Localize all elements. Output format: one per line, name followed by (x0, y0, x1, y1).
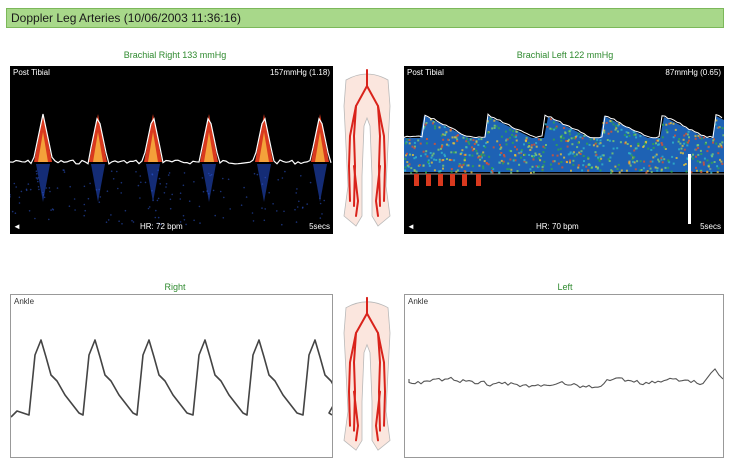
doppler-right-marker-icon[interactable]: ◄ (13, 222, 21, 231)
pvr-right-trace (11, 339, 332, 418)
artery-path (353, 165, 360, 217)
pvr-right-waveform (11, 339, 332, 418)
pvr-right-caption: Right (164, 282, 186, 292)
pvr-left-waveform (408, 368, 723, 389)
pvr-left-caption: Left (557, 282, 573, 292)
artery-path (353, 390, 360, 442)
legs-artery-diagram-icon (334, 294, 400, 458)
doppler-left-hr: HR: 70 bpm (536, 222, 579, 231)
doppler-right-peak-core (148, 132, 158, 162)
doppler-right-reverse-flow (257, 164, 271, 202)
window-titlebar: Doppler Leg Arteries (10/06/2003 11:36:1… (6, 8, 724, 28)
doppler-left-pressure: 87mmHg (0.65) (665, 68, 721, 77)
doppler-right-peak-core (93, 132, 103, 162)
doppler-right-hr: HR: 72 bpm (140, 222, 183, 231)
doppler-right-reverse-flow (91, 164, 105, 202)
artery-path (374, 390, 381, 442)
doppler-left-spike (688, 154, 691, 224)
doppler-right-peak-core (204, 132, 214, 162)
pvr-left-site: Ankle (408, 297, 429, 306)
doppler-right-reverse-flow (146, 164, 160, 202)
legs-outline (343, 73, 391, 227)
artery-path (377, 105, 387, 202)
doppler-left-panel: Post Tibial 87mmHg (0.65) ◄ HR: 70 bpm 5… (404, 66, 724, 234)
doppler-left-reverse-flow (438, 174, 443, 186)
doppler-left-reverse-flow (414, 174, 419, 186)
legs-outline (343, 301, 391, 451)
doppler-left-envelope (404, 113, 723, 139)
pvr-right-site: Ankle (14, 297, 35, 306)
artery-path (374, 165, 381, 217)
window-title: Doppler Leg Arteries (10/06/2003 11:36:1… (11, 11, 241, 25)
doppler-right-pressure: 157mmHg (1.18) (269, 68, 330, 77)
doppler-left-site: Post Tibial (407, 68, 444, 77)
doppler-left-caption: Brachial Left 122 mmHg (516, 50, 614, 60)
doppler-left-reverse-flow (426, 174, 431, 186)
artery-path (347, 105, 357, 202)
doppler-left-marker-icon[interactable]: ◄ (407, 222, 415, 231)
doppler-right-waveform (10, 113, 332, 226)
pvr-left-trace (408, 368, 723, 389)
doppler-right-envelope (10, 113, 332, 165)
doppler-right-site: Post Tibial (13, 68, 50, 77)
doppler-left-duration: 5secs (700, 222, 721, 231)
doppler-right-peak-core (315, 132, 325, 162)
doppler-left-reverse-flow (462, 174, 467, 186)
doppler-right-panel: Post Tibial 157mmHg (1.18) ◄ HR: 72 bpm … (10, 66, 333, 234)
doppler-right-peak-core (38, 132, 48, 162)
doppler-right-caption: Brachial Right 133 mmHg (123, 50, 227, 60)
doppler-left-reverse-flow (450, 174, 455, 186)
doppler-left-band (404, 115, 724, 172)
doppler-left-waveform (404, 113, 724, 224)
doppler-right-reverse-flow (313, 164, 327, 202)
doppler-right-reverse-flow (36, 164, 50, 202)
pvr-right-panel: Ankle (10, 294, 333, 458)
artery-path (347, 332, 357, 427)
artery-path (377, 332, 387, 427)
doppler-left-reverse-flow (476, 174, 481, 186)
doppler-right-duration: 5secs (309, 222, 330, 231)
doppler-right-peak-core (259, 132, 269, 162)
legs-artery-diagram-icon (334, 66, 400, 234)
doppler-right-reverse-flow (202, 164, 216, 202)
pvr-left-panel: Ankle (404, 294, 724, 458)
